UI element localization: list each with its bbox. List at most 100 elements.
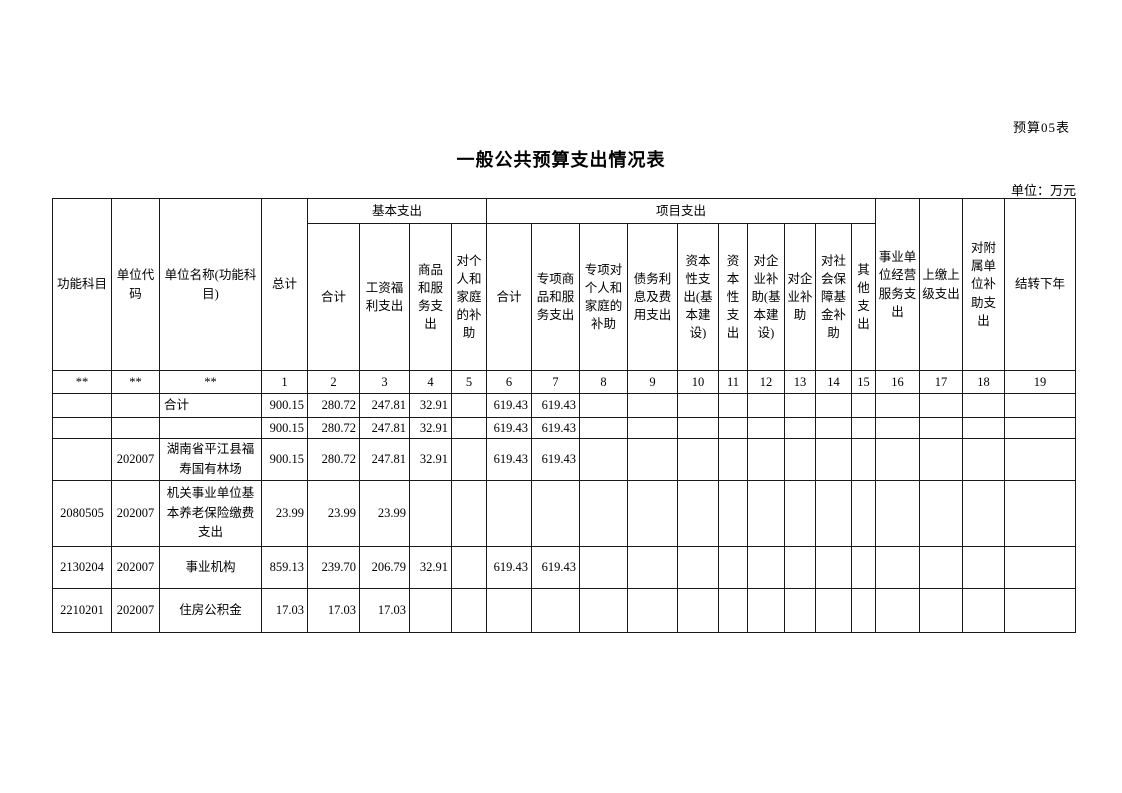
value-cell [875, 588, 920, 633]
column-index-cell: 10 [677, 370, 719, 394]
value-cell [451, 546, 487, 589]
value-cell [677, 393, 719, 418]
value-cell: 900.15 [261, 393, 308, 418]
column-index-cell: 8 [579, 370, 628, 394]
column-subheader-cell: 债务利息及费用支出 [627, 223, 678, 371]
value-cell [875, 393, 920, 418]
value-cell [851, 438, 876, 481]
value-cell [851, 393, 876, 418]
value-cell [677, 417, 719, 439]
value-cell [627, 588, 678, 633]
value-cell: 23.99 [359, 480, 410, 547]
column-index-cell: 18 [962, 370, 1005, 394]
table-row: 合计 900.15 280.72 247.81 32.91 619.43 619.43 [52, 393, 1076, 418]
table-row: 2210201 202007 住房公积金 17.03 17.03 17.03 [52, 588, 1076, 633]
column-index-cell: 1 [261, 370, 308, 394]
column-subheader-cell: 商品和服务支出 [409, 223, 452, 371]
value-cell [677, 546, 719, 589]
function-code-cell: 2210201 [52, 588, 112, 633]
value-cell [919, 480, 963, 547]
unit-name-cell: 合计 [159, 393, 262, 418]
column-index-cell: 19 [1004, 370, 1076, 394]
value-cell: 619.43 [486, 438, 532, 481]
value-cell: 619.43 [531, 417, 580, 439]
value-cell [747, 438, 785, 481]
table-body: 合计 900.15 280.72 247.81 32.91 619.43 619.43 900… [52, 393, 1076, 633]
value-cell [919, 546, 963, 589]
value-cell [747, 393, 785, 418]
value-cell [718, 588, 748, 633]
form-number-label: 预算05表 [1012, 120, 1070, 135]
value-cell [579, 438, 628, 481]
value-cell [579, 417, 628, 439]
value-cell: 247.81 [359, 393, 410, 418]
column-header-cell: 单位代码 [111, 198, 160, 371]
value-cell [784, 393, 816, 418]
function-code-cell [52, 417, 112, 439]
value-cell [851, 546, 876, 589]
value-cell [486, 588, 532, 633]
column-index-cell: 16 [875, 370, 920, 394]
column-index-cell: 6 [486, 370, 532, 394]
column-index-cell: 9 [627, 370, 678, 394]
value-cell: 23.99 [261, 480, 308, 547]
column-index-cell: 4 [409, 370, 452, 394]
value-cell [815, 480, 852, 547]
column-index-cell: 12 [747, 370, 785, 394]
value-cell [409, 480, 452, 547]
column-index-cell: 3 [359, 370, 410, 394]
column-header-cell: 单位名称(功能科目) [159, 198, 262, 371]
unit-name-cell [159, 417, 262, 439]
value-cell: 280.72 [307, 393, 360, 418]
table-row: 2080505 202007 机关事业单位基本养老保险缴费支出 23.99 23.99 2… [52, 480, 1076, 547]
column-index-cell: 5 [451, 370, 487, 394]
value-cell: 619.43 [531, 393, 580, 418]
column-index-cell: 15 [851, 370, 876, 394]
value-cell [919, 438, 963, 481]
value-cell [718, 393, 748, 418]
budget-expenditure-table: 功能科目 单位代码 单位名称(功能科目) 总计 基本支出 项目支出 事业单位经营服务支出 上缴… [52, 198, 1076, 633]
value-cell [919, 588, 963, 633]
unit-code-cell: 202007 [111, 546, 160, 589]
table-header: 功能科目 单位代码 单位名称(功能科目) 总计 基本支出 项目支出 事业单位经营服务支出 上缴… [52, 198, 1076, 394]
value-cell: 32.91 [409, 438, 452, 481]
value-cell [875, 417, 920, 439]
value-cell [718, 438, 748, 481]
value-cell [579, 588, 628, 633]
value-cell: 619.43 [486, 393, 532, 418]
column-subheader-cell: 资本性支出 [718, 223, 748, 371]
column-subheader-cell: 合计 [486, 223, 532, 371]
value-cell: 247.81 [359, 417, 410, 439]
value-cell [486, 480, 532, 547]
unit-code-cell: 202007 [111, 588, 160, 633]
unit-name-cell: 住房公积金 [159, 588, 262, 633]
value-cell [451, 393, 487, 418]
value-cell [747, 417, 785, 439]
column-subheader-cell: 对企业补助(基本建设) [747, 223, 785, 371]
value-cell [627, 480, 678, 547]
table-row: 900.15 280.72 247.81 32.91 619.43 619.43 [52, 417, 1076, 439]
unit-code-cell: 202007 [111, 480, 160, 547]
value-cell: 23.99 [307, 480, 360, 547]
value-cell [677, 588, 719, 633]
value-cell: 17.03 [359, 588, 410, 633]
value-cell [409, 588, 452, 633]
value-cell [531, 588, 580, 633]
column-header-cell: 事业单位经营服务支出 [875, 198, 920, 371]
value-cell [718, 480, 748, 547]
value-cell [875, 480, 920, 547]
value-cell [962, 588, 1005, 633]
value-cell: 280.72 [307, 417, 360, 439]
column-index-cell: ** [159, 370, 262, 394]
value-cell [718, 546, 748, 589]
function-code-cell: 2130204 [52, 546, 112, 589]
value-cell [627, 438, 678, 481]
column-header-cell: 功能科目 [52, 198, 112, 371]
value-cell: 619.43 [486, 546, 532, 589]
value-cell [784, 480, 816, 547]
table-row: 202007 湖南省平江县福寿国有林场 900.15 280.72 247.81 32.9… [52, 438, 1076, 481]
value-cell [579, 546, 628, 589]
value-cell [815, 588, 852, 633]
value-cell [627, 417, 678, 439]
column-subheader-cell: 合计 [307, 223, 360, 371]
